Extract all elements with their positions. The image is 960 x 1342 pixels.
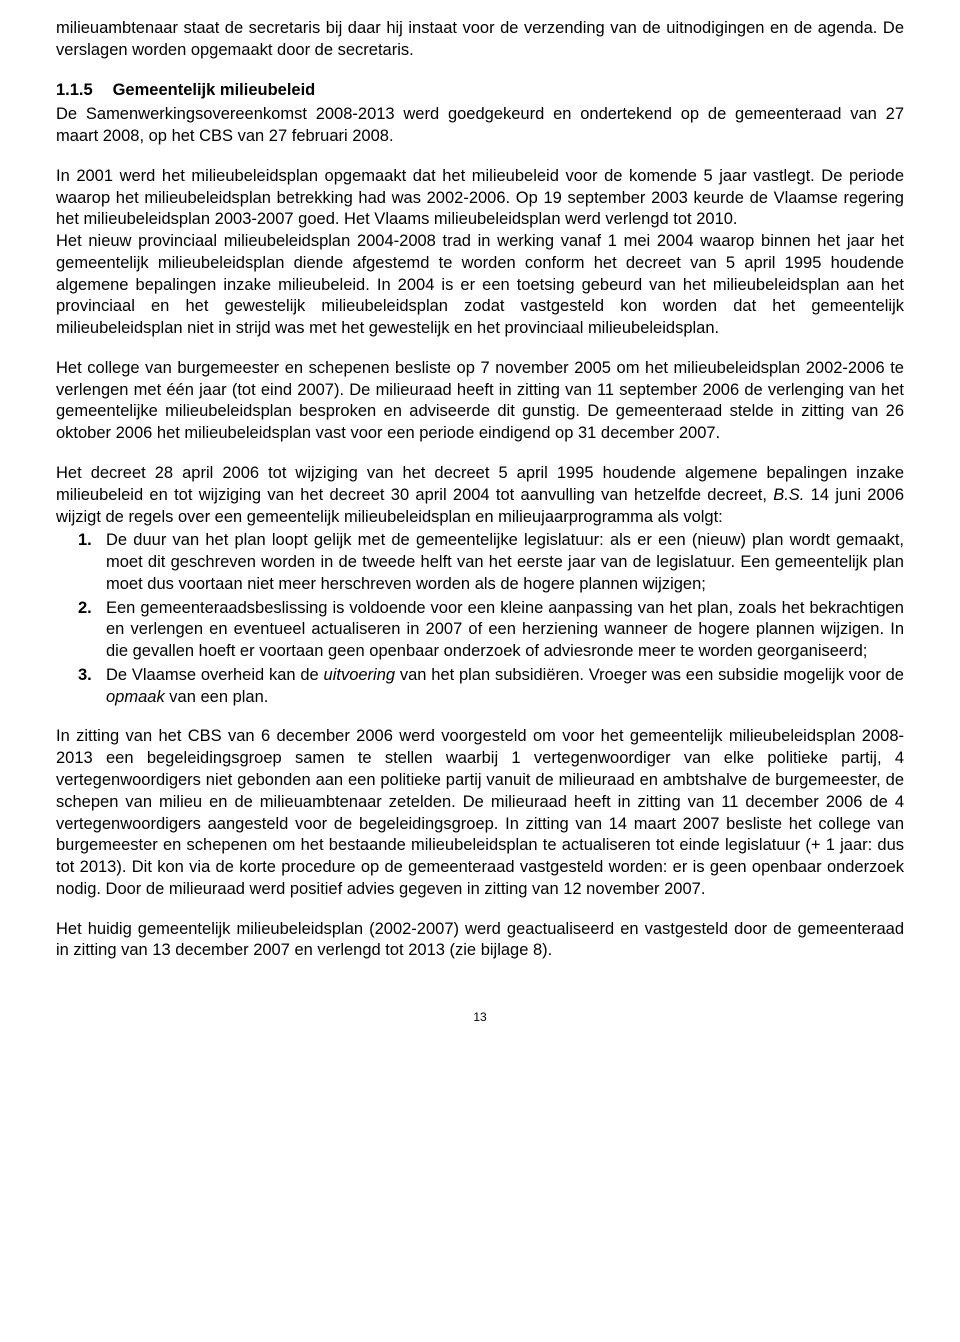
body-paragraph: Het huidig gemeentelijk milieubeleidspla… — [56, 919, 904, 963]
body-paragraph: De Samenwerkingsovereenkomst 2008-2013 w… — [56, 104, 904, 148]
body-paragraph: In 2001 werd het milieubeleidsplan opgem… — [56, 166, 904, 340]
list-text: van het plan subsidiëren. Vroeger was ee… — [395, 666, 904, 684]
list-item: 3. De Vlaamse overheid kan de uitvoering… — [106, 665, 904, 709]
list-text: van een plan. — [165, 688, 269, 706]
numbered-list: 1. De duur van het plan loopt gelijk met… — [56, 530, 904, 708]
list-number: 2. — [78, 598, 92, 620]
section-heading: 1.1.5 Gemeentelijk milieubeleid — [56, 80, 904, 102]
body-paragraph: Het college van burgemeester en schepene… — [56, 358, 904, 445]
italic-text: uitvoering — [324, 666, 396, 684]
list-item: 2. Een gemeenteraadsbeslissing is voldoe… — [106, 598, 904, 663]
page-number: 13 — [56, 1010, 904, 1026]
list-text: De Vlaamse overheid kan de — [106, 666, 324, 684]
body-paragraph: In zitting van het CBS van 6 december 20… — [56, 726, 904, 900]
section-title: Gemeentelijk milieubeleid — [113, 81, 316, 99]
list-number: 1. — [78, 530, 92, 552]
list-intro-paragraph: Het decreet 28 april 2006 tot wijziging … — [56, 463, 904, 528]
list-text: De duur van het plan loopt gelijk met de… — [106, 531, 904, 593]
section-number: 1.1.5 — [56, 80, 108, 102]
body-text: In 2001 werd het milieubeleidsplan opgem… — [56, 167, 904, 229]
list-block: Het decreet 28 april 2006 tot wijziging … — [56, 463, 904, 708]
body-text: Het nieuw provinciaal milieubeleidsplan … — [56, 232, 904, 337]
italic-text: B.S. — [773, 486, 804, 504]
italic-text: opmaak — [106, 688, 165, 706]
intro-paragraph: milieuambtenaar staat de secretaris bij … — [56, 18, 904, 62]
document-page: milieuambtenaar staat de secretaris bij … — [0, 0, 960, 1342]
list-number: 3. — [78, 665, 92, 687]
list-text: Een gemeenteraadsbeslissing is voldoende… — [106, 599, 904, 661]
list-item: 1. De duur van het plan loopt gelijk met… — [106, 530, 904, 595]
